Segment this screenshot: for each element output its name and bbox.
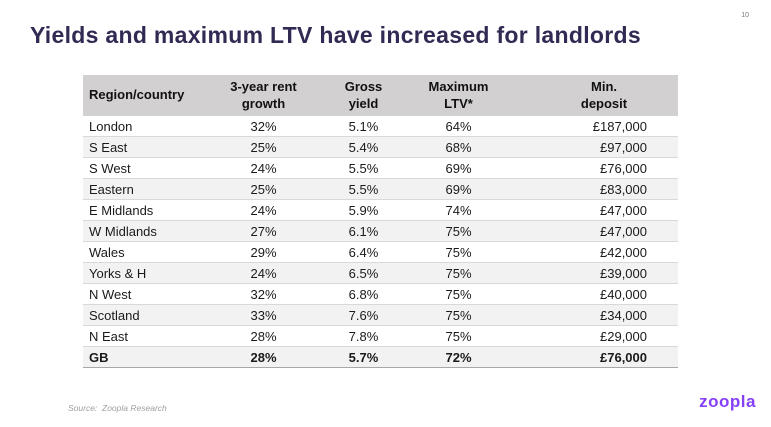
value-cell: £42,000 bbox=[506, 241, 678, 263]
table-row: E Midlands 24% 5.9% 74% £47,000 bbox=[83, 199, 678, 221]
value-cell: 32% bbox=[211, 283, 316, 305]
table-row: Wales 29% 6.4% 75% £42,000 bbox=[83, 241, 678, 263]
region-cell: London bbox=[83, 116, 211, 137]
value-cell: 72% bbox=[411, 346, 506, 368]
data-table: Region/country 3-year rent growth Gross yi… bbox=[83, 75, 678, 368]
value-cell: 75% bbox=[411, 241, 506, 263]
value-cell: 29% bbox=[211, 241, 316, 263]
value-cell: £39,000 bbox=[506, 262, 678, 284]
value-cell: £29,000 bbox=[506, 325, 678, 347]
value-cell: 68% bbox=[411, 136, 506, 158]
table-row: S East 25% 5.4% 68% £97,000 bbox=[83, 136, 678, 158]
value-cell: 5.1% bbox=[316, 116, 411, 137]
value-cell: 28% bbox=[211, 346, 316, 368]
region-cell: Scotland bbox=[83, 304, 211, 326]
value-cell: 6.4% bbox=[316, 241, 411, 263]
column-header: Maximum LTV* bbox=[411, 75, 506, 116]
value-cell: £40,000 bbox=[506, 283, 678, 305]
page-title: Yields and maximum LTV have increased fo… bbox=[30, 22, 641, 48]
region-cell: S East bbox=[83, 136, 211, 158]
value-cell: 5.9% bbox=[316, 199, 411, 221]
value-cell: £187,000 bbox=[506, 116, 678, 137]
value-cell: 28% bbox=[211, 325, 316, 347]
region-cell: GB bbox=[83, 346, 211, 368]
table-row-total: GB 28% 5.7% 72% £76,000 bbox=[83, 346, 678, 368]
value-cell: 7.6% bbox=[316, 304, 411, 326]
table-header-row: Region/country 3-year rent growth Gross yi… bbox=[83, 75, 678, 116]
value-cell: 6.1% bbox=[316, 220, 411, 242]
value-cell: 75% bbox=[411, 304, 506, 326]
region-cell: Yorks & H bbox=[83, 262, 211, 284]
value-cell: £97,000 bbox=[506, 136, 678, 158]
table-row: Eastern 25% 5.5% 69% £83,000 bbox=[83, 178, 678, 200]
zoopla-logo: zoopla bbox=[699, 392, 756, 411]
value-cell: 24% bbox=[211, 157, 316, 179]
value-cell: 75% bbox=[411, 325, 506, 347]
table-row: N West 32% 6.8% 75% £40,000 bbox=[83, 283, 678, 305]
value-cell: 69% bbox=[411, 157, 506, 179]
value-cell: 24% bbox=[211, 199, 316, 221]
region-cell: N East bbox=[83, 325, 211, 347]
column-header: Min. deposit bbox=[506, 75, 678, 116]
table-row: S West 24% 5.5% 69% £76,000 bbox=[83, 157, 678, 179]
value-cell: 5.5% bbox=[316, 157, 411, 179]
table-row: N East 28% 7.8% 75% £29,000 bbox=[83, 325, 678, 347]
table-row: London 32% 5.1% 64% £187,000 bbox=[83, 116, 678, 137]
table-body: London 32% 5.1% 64% £187,000 S East 25% 5.4% 68%… bbox=[83, 116, 678, 368]
column-header: 3-year rent growth bbox=[211, 75, 316, 116]
value-cell: 75% bbox=[411, 262, 506, 284]
value-cell: 32% bbox=[211, 116, 316, 137]
page-number: 10 bbox=[741, 12, 749, 19]
table-row: Scotland 33% 7.6% 75% £34,000 bbox=[83, 304, 678, 326]
value-cell: 75% bbox=[411, 283, 506, 305]
column-header: Region/country bbox=[83, 75, 211, 116]
value-cell: £83,000 bbox=[506, 178, 678, 200]
column-header: Gross yield bbox=[316, 75, 411, 116]
region-cell: E Midlands bbox=[83, 199, 211, 221]
value-cell: £76,000 bbox=[506, 346, 678, 368]
value-cell: £34,000 bbox=[506, 304, 678, 326]
table-header: Region/country 3-year rent growth Gross yi… bbox=[83, 75, 678, 116]
region-cell: S West bbox=[83, 157, 211, 179]
source-line: Source: Zoopla Research bbox=[68, 403, 167, 414]
region-cell: W Midlands bbox=[83, 220, 211, 242]
value-cell: £76,000 bbox=[506, 157, 678, 179]
value-cell: 24% bbox=[211, 262, 316, 284]
value-cell: 5.4% bbox=[316, 136, 411, 158]
table-row: W Midlands 27% 6.1% 75% £47,000 bbox=[83, 220, 678, 242]
value-cell: 25% bbox=[211, 178, 316, 200]
value-cell: £47,000 bbox=[506, 199, 678, 221]
region-cell: Wales bbox=[83, 241, 211, 263]
value-cell: 5.5% bbox=[316, 178, 411, 200]
value-cell: 69% bbox=[411, 178, 506, 200]
value-cell: 33% bbox=[211, 304, 316, 326]
value-cell: 7.8% bbox=[316, 325, 411, 347]
value-cell: 6.5% bbox=[316, 262, 411, 284]
value-cell: 74% bbox=[411, 199, 506, 221]
value-cell: £47,000 bbox=[506, 220, 678, 242]
region-cell: Eastern bbox=[83, 178, 211, 200]
value-cell: 5.7% bbox=[316, 346, 411, 368]
value-cell: 64% bbox=[411, 116, 506, 137]
table-row: Yorks & H 24% 6.5% 75% £39,000 bbox=[83, 262, 678, 284]
value-cell: 27% bbox=[211, 220, 316, 242]
value-cell: 75% bbox=[411, 220, 506, 242]
value-cell: 25% bbox=[211, 136, 316, 158]
source-note: Source: Zoopla Research * Maximum LTV an… bbox=[68, 383, 398, 427]
region-cell: N West bbox=[83, 283, 211, 305]
value-cell: 6.8% bbox=[316, 283, 411, 305]
